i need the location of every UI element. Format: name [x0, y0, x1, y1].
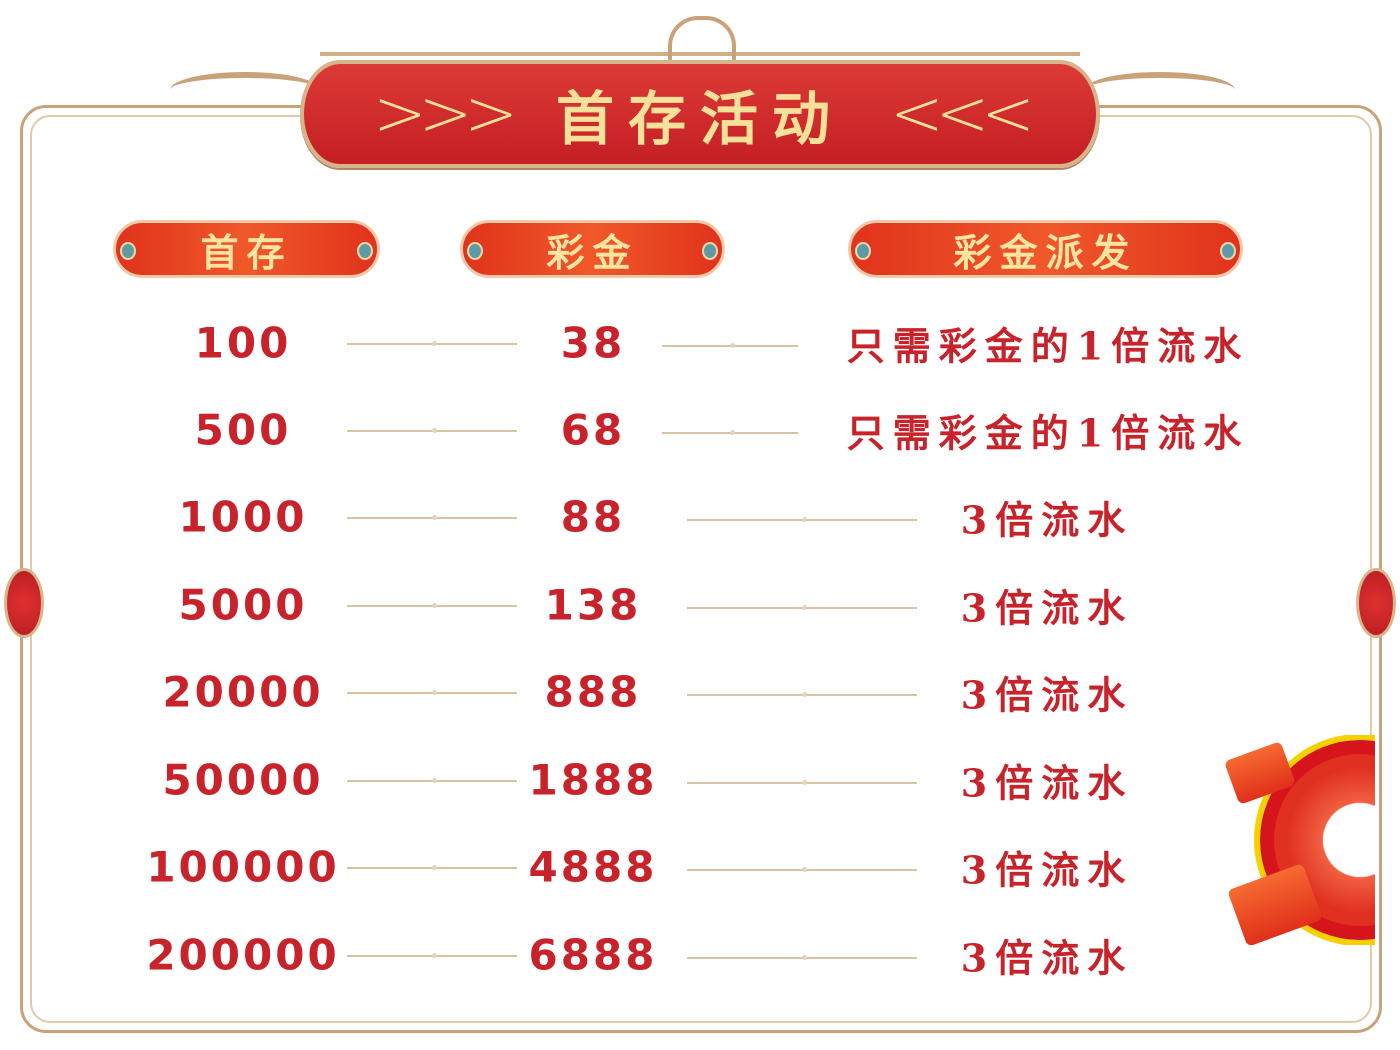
bonus-amount: 38: [560, 318, 626, 368]
payout-requirement: 只需彩金的1倍流水: [846, 410, 1250, 456]
right-cloud-ornament: [1085, 72, 1235, 108]
bonus-amount: 138: [544, 580, 642, 630]
right-ornament: [1356, 568, 1396, 638]
row-divider-line: [687, 955, 917, 960]
chevrons-left-icon: <<<: [890, 77, 1035, 151]
payout-requirement: 3倍流水: [960, 585, 1134, 631]
deposit-amount: 20000: [162, 667, 324, 717]
hanging-rail: [320, 52, 1080, 56]
deposit-amount: 5000: [178, 580, 308, 630]
deposit-amount: 100000: [146, 842, 340, 892]
row-divider-line: [347, 515, 517, 520]
deposit-amount: 100: [194, 318, 292, 368]
deposit-amount: 1000: [178, 492, 308, 542]
row-divider-line: [347, 778, 517, 783]
deposit-amount: 500: [194, 405, 292, 455]
header-deposit: 首存: [113, 220, 380, 278]
title-banner: >>> 首存活动 <<<: [300, 60, 1100, 168]
row-divider-line: [347, 341, 517, 346]
row-divider-line: [662, 430, 798, 435]
deposit-amount: 200000: [146, 930, 340, 980]
row-divider-line: [347, 428, 517, 433]
bonus-amount: 6888: [528, 930, 658, 980]
row-divider-line: [347, 690, 517, 695]
chevrons-right-icon: >>>: [373, 77, 518, 151]
page-title: 首存活动: [555, 85, 844, 153]
row-divider-line: [687, 605, 917, 610]
payout-requirement: 3倍流水: [960, 847, 1134, 893]
payout-requirement: 只需彩金的1倍流水: [846, 323, 1250, 369]
payout-requirement: 3倍流水: [960, 935, 1134, 981]
row-divider-line: [347, 865, 517, 870]
hanger-ornament: [668, 16, 736, 62]
row-divider-line: [347, 953, 517, 958]
payout-requirement: 3倍流水: [960, 672, 1134, 718]
row-divider-line: [347, 603, 517, 608]
payout-requirement: 3倍流水: [960, 497, 1134, 543]
bonus-amount: 888: [544, 667, 642, 717]
row-divider-line: [687, 517, 917, 522]
deposit-amount: 50000: [162, 755, 324, 805]
left-ornament: [4, 568, 44, 638]
header-payout: 彩金派发: [848, 220, 1243, 278]
row-divider-line: [687, 780, 917, 785]
row-divider-line: [687, 692, 917, 697]
bonus-amount: 88: [560, 492, 626, 542]
payout-requirement: 3倍流水: [960, 760, 1134, 806]
left-cloud-ornament: [170, 72, 320, 108]
row-divider-line: [662, 343, 798, 348]
bonus-amount: 4888: [528, 842, 658, 892]
header-bonus: 彩金: [460, 220, 725, 278]
bonus-amount: 1888: [528, 755, 658, 805]
bonus-amount: 68: [560, 405, 626, 455]
red-envelope-coin-decoration: [1205, 735, 1375, 945]
row-divider-line: [687, 867, 917, 872]
